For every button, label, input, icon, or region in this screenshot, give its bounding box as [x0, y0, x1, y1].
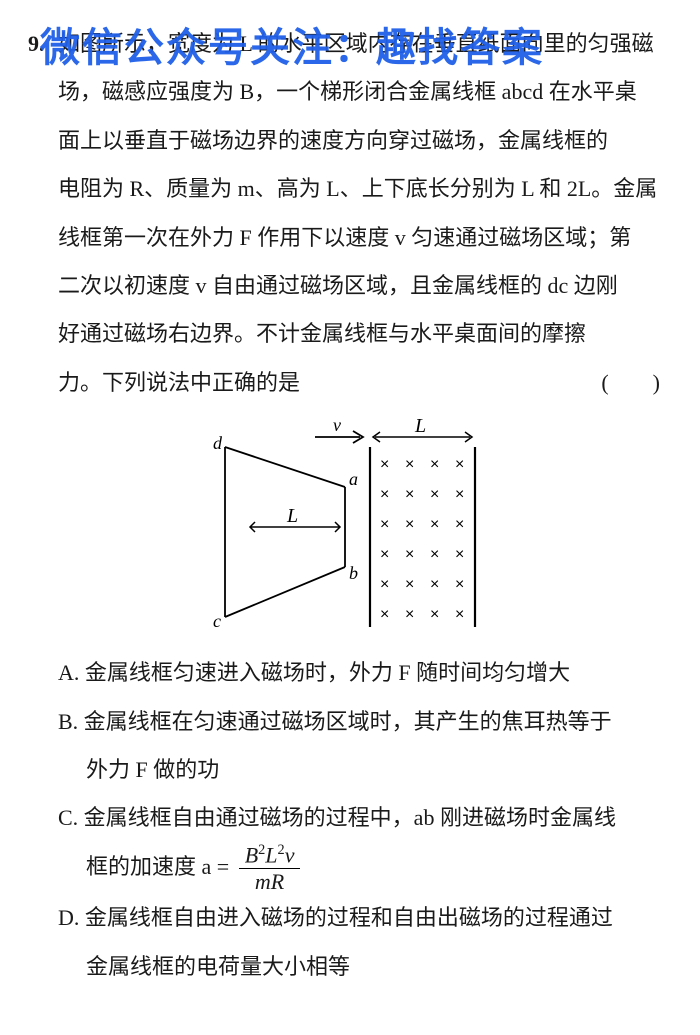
svg-text:×: ×: [455, 546, 464, 563]
svg-text:×: ×: [455, 576, 464, 593]
svg-text:×: ×: [430, 576, 439, 593]
stem-line: 线框第一次在外力 F 作用下以速度 v 匀速通过磁场区域；第: [58, 225, 631, 250]
stem-line: 面上以垂直于磁场边界的速度方向穿过磁场，金属线框的: [58, 128, 608, 153]
question-number: 9.: [28, 20, 45, 68]
stem-line: 如图所示，宽度为 L 的水平区域内存在垂直纸面向里的匀强磁: [58, 31, 654, 56]
svg-text:×: ×: [405, 486, 414, 503]
option-c-line1: C. 金属线框自由通过磁场的过程中，ab 刚进磁场时金属线: [58, 805, 616, 830]
option-b-line1: B. 金属线框在匀速通过磁场区域时，其产生的焦耳热等于: [58, 709, 612, 734]
svg-text:×: ×: [455, 456, 464, 473]
option-d: D. 金属线框自由进入磁场的过程和自由出磁场的过程通过 金属线框的电荷量大小相等: [58, 894, 670, 991]
svg-text:×: ×: [430, 456, 439, 473]
label-b: b: [349, 563, 358, 583]
svg-text:×: ×: [455, 516, 464, 533]
stem-line: 场，磁感应强度为 B，一个梯形闭合金属线框 abcd 在水平桌: [58, 79, 637, 104]
label-L-field: L: [414, 417, 426, 437]
svg-text:×: ×: [380, 486, 389, 503]
option-b-line2: 外力 F 做的功: [58, 757, 219, 782]
field-crosses: × × × × × × × × × × × × × × × × × × × × × × × ×: [380, 456, 464, 623]
fraction-numerator: B2L2v: [239, 843, 301, 870]
svg-text:×: ×: [380, 516, 389, 533]
svg-text:×: ×: [455, 486, 464, 503]
svg-text:×: ×: [455, 606, 464, 623]
option-d-line2: 金属线框的电荷量大小相等: [58, 954, 350, 979]
svg-text:×: ×: [430, 486, 439, 503]
stem-line: 电阻为 R、质量为 m、高为 L、上下底长分别为 L 和 2L。金属: [58, 176, 657, 201]
stem-line: 二次以初速度 v 自由通过磁场区域，且金属线框的 dc 边刚: [58, 273, 618, 298]
option-c: C. 金属线框自由通过磁场的过程中，ab 刚进磁场时金属线 框的加速度 a = …: [58, 794, 670, 894]
fraction-denominator: mR: [239, 869, 301, 894]
option-c-prefix: 框的加速度 a =: [86, 854, 229, 879]
question-figure: d a b c L v L × × × × × × × × × × × × × × × × × × × ×: [205, 417, 495, 637]
option-a: A. 金属线框匀速进入磁场时，外力 F 随时间均匀增大: [58, 649, 670, 697]
svg-text:×: ×: [405, 576, 414, 593]
answer-blank: ( ): [601, 359, 660, 407]
option-b: B. 金属线框在匀速通过磁场区域时，其产生的焦耳热等于 外力 F 做的功: [58, 698, 670, 795]
label-d: d: [213, 433, 223, 453]
svg-text:×: ×: [430, 516, 439, 533]
fraction-acceleration: B2L2v mR: [239, 843, 301, 895]
svg-text:×: ×: [380, 546, 389, 563]
svg-text:×: ×: [430, 606, 439, 623]
question-stem: 如图所示，宽度为 L 的水平区域内存在垂直纸面向里的匀强磁 场，磁感应强度为 B…: [58, 20, 670, 407]
svg-text:×: ×: [405, 606, 414, 623]
svg-text:×: ×: [380, 456, 389, 473]
svg-text:×: ×: [405, 516, 414, 533]
option-d-line1: D. 金属线框自由进入磁场的过程和自由出磁场的过程通过: [58, 905, 613, 930]
stem-line: 力。下列说法中正确的是: [58, 370, 300, 395]
options-list: A. 金属线框匀速进入磁场时，外力 F 随时间均匀增大 B. 金属线框在匀速通过…: [58, 649, 670, 991]
label-v: v: [333, 417, 341, 435]
svg-text:×: ×: [430, 546, 439, 563]
label-a: a: [349, 469, 358, 489]
svg-text:×: ×: [405, 456, 414, 473]
option-c-line2: 框的加速度 a = B2L2v mR: [58, 854, 304, 879]
label-c: c: [213, 611, 221, 631]
stem-line: 好通过磁场右边界。不计金属线框与水平桌面间的摩擦: [58, 321, 586, 346]
svg-text:×: ×: [380, 606, 389, 623]
question-block: 9. 如图所示，宽度为 L 的水平区域内存在垂直纸面向里的匀强磁 场，磁感应强度…: [30, 20, 670, 991]
svg-text:×: ×: [405, 546, 414, 563]
svg-text:×: ×: [380, 576, 389, 593]
label-L-trap: L: [286, 505, 298, 527]
